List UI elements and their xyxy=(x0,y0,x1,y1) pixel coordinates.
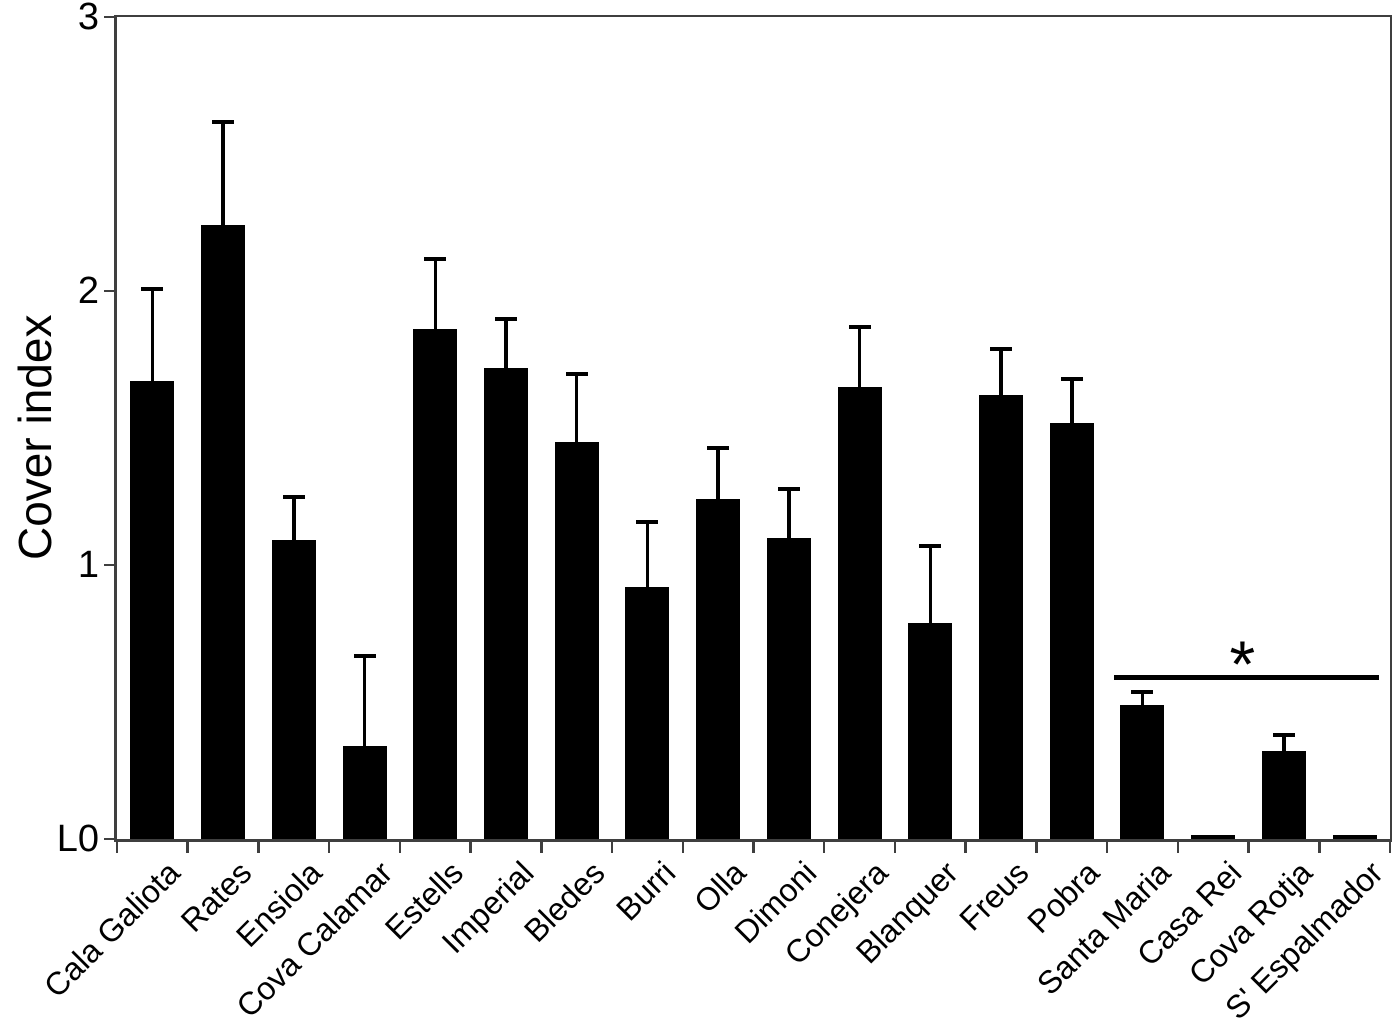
bar-bledes xyxy=(554,441,599,839)
bar-s-espalmador xyxy=(1332,834,1377,839)
bar-olla xyxy=(696,499,741,839)
bar-burri xyxy=(625,586,670,839)
error-bar-cap-olla xyxy=(707,445,730,450)
error-bar-cap-imperial xyxy=(494,316,517,321)
x-axis-tick xyxy=(822,842,826,853)
error-bar-line-rates xyxy=(221,121,225,226)
error-bar-line-conejera xyxy=(857,326,862,387)
y-axis-tick-2 xyxy=(104,289,116,293)
error-bar-cap-blanquer xyxy=(919,544,942,549)
y-axis-title: Cover index xyxy=(9,314,61,560)
error-bar-cap-conejera xyxy=(848,325,871,330)
bar-conejera xyxy=(837,386,882,839)
error-bar-line-blanquer xyxy=(928,545,933,623)
error-bar-cap-ensiola xyxy=(282,495,305,499)
x-axis-tick xyxy=(681,842,685,853)
error-bar-cap-dimoni xyxy=(777,486,800,491)
bar-cala-galiota xyxy=(130,381,175,839)
bar-casa-rei xyxy=(1191,834,1236,839)
error-bar-cap-santa-maria xyxy=(1131,689,1154,694)
y-tick-label-1: 1 xyxy=(77,544,99,586)
x-axis-tick xyxy=(1247,842,1250,853)
error-bar-line-freus xyxy=(999,348,1003,396)
error-bar-line-burri xyxy=(645,521,650,587)
error-bar-line-olla xyxy=(716,447,720,500)
x-axis-tick xyxy=(1105,842,1109,853)
plot-area-frame xyxy=(114,15,1392,842)
bar-cova-calamar xyxy=(342,745,387,839)
x-axis-tick xyxy=(893,842,897,853)
x-axis-tick xyxy=(115,842,119,853)
error-bar-cap-rates xyxy=(212,119,235,124)
bar-estells xyxy=(413,329,458,839)
x-tick-label-cala-galiota: Cala Galiota xyxy=(37,854,188,1005)
error-bar-line-dimoni xyxy=(787,488,791,538)
error-bar-line-cova-calamar xyxy=(362,655,367,746)
error-bar-cap-freus xyxy=(990,347,1013,352)
error-bar-line-cova-rotja xyxy=(1282,734,1286,752)
bar-imperial xyxy=(483,367,528,839)
error-bar-cap-cala-galiota xyxy=(141,286,164,291)
x-tick-label-burri: Burri xyxy=(608,854,683,928)
bar-dimoni xyxy=(766,537,811,839)
x-axis-tick xyxy=(1318,842,1321,853)
error-bar-line-bledes xyxy=(574,373,579,442)
x-axis-tick xyxy=(610,842,614,853)
x-axis-tick xyxy=(398,842,402,853)
error-bar-cap-burri xyxy=(636,519,659,524)
error-bar-cap-estells xyxy=(424,256,447,261)
error-bar-cap-bledes xyxy=(565,371,588,376)
error-bar-line-ensiola xyxy=(292,496,296,541)
bar-pobra xyxy=(1049,422,1094,839)
error-bar-line-cala-galiota xyxy=(150,288,155,382)
y-axis-tick-l0 xyxy=(104,837,116,841)
x-axis-tick xyxy=(1388,842,1392,853)
error-bar-line-pobra xyxy=(1070,378,1074,423)
x-tick-label-bledes: Bledes xyxy=(516,854,612,949)
bar-ensiola xyxy=(271,540,316,839)
bar-santa-maria xyxy=(1120,704,1165,839)
x-axis-tick xyxy=(1176,842,1180,853)
x-axis-tick xyxy=(752,842,755,853)
error-bar-line-santa-maria xyxy=(1140,691,1145,705)
x-axis-tick xyxy=(327,842,331,853)
x-axis-tick xyxy=(186,842,189,853)
x-axis-tick xyxy=(469,842,472,853)
x-axis-tick xyxy=(964,842,967,853)
y-axis-tick-1 xyxy=(104,563,116,567)
bar-freus xyxy=(979,395,1024,839)
y-tick-label-2: 2 xyxy=(77,270,99,312)
y-tick-label-3: 3 xyxy=(77,0,99,38)
significance-line xyxy=(1114,674,1379,680)
bar-cova-rotja xyxy=(1261,751,1306,839)
error-bar-cap-cova-rotja xyxy=(1272,733,1295,738)
error-bar-line-imperial xyxy=(504,318,508,368)
x-tick-label-freus: Freus xyxy=(952,854,1036,938)
y-axis-tick-3 xyxy=(104,15,116,19)
error-bar-cap-cova-calamar xyxy=(353,653,376,658)
bar-blanquer xyxy=(908,622,953,839)
bar-rates xyxy=(201,225,246,839)
error-bar-line-estells xyxy=(433,258,437,330)
y-tick-label-l0: L0 xyxy=(56,818,99,860)
x-axis-tick xyxy=(1035,842,1038,853)
x-axis-tick xyxy=(257,842,260,853)
x-axis-tick xyxy=(540,842,543,853)
error-bar-cap-pobra xyxy=(1060,377,1083,382)
significance-asterisk: * xyxy=(1229,627,1256,702)
